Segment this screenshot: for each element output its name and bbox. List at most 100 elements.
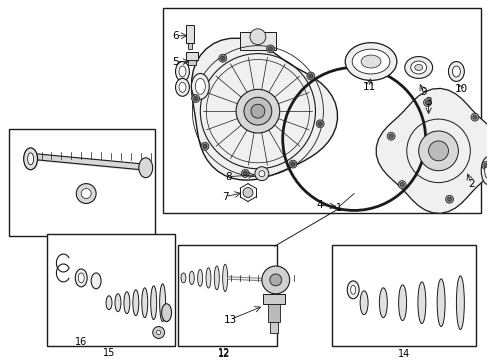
Ellipse shape [404, 57, 432, 78]
Circle shape [152, 327, 164, 338]
Ellipse shape [398, 285, 406, 321]
Circle shape [268, 47, 272, 51]
Ellipse shape [360, 55, 380, 68]
Circle shape [316, 120, 324, 128]
Ellipse shape [351, 49, 389, 74]
Ellipse shape [75, 269, 87, 287]
Ellipse shape [359, 291, 367, 315]
Text: 9: 9 [420, 87, 426, 97]
Ellipse shape [346, 281, 358, 299]
Circle shape [445, 195, 452, 203]
Ellipse shape [484, 163, 488, 179]
Ellipse shape [23, 148, 38, 170]
Ellipse shape [447, 62, 464, 81]
Bar [177, 245, 276, 346]
Circle shape [81, 189, 91, 198]
Bar [163, 8, 480, 213]
Ellipse shape [205, 268, 210, 288]
Bar [332, 245, 475, 346]
Ellipse shape [195, 78, 205, 94]
Text: 12: 12 [218, 348, 230, 358]
Circle shape [425, 100, 428, 104]
Circle shape [388, 134, 392, 138]
Ellipse shape [106, 296, 112, 310]
Circle shape [399, 183, 403, 186]
Text: 2: 2 [467, 179, 474, 189]
Text: 6: 6 [172, 31, 179, 41]
Circle shape [447, 197, 450, 201]
Ellipse shape [115, 294, 121, 312]
Circle shape [288, 160, 296, 168]
Text: 15: 15 [102, 348, 115, 358]
Circle shape [472, 115, 476, 119]
Bar [186, 25, 194, 43]
Ellipse shape [189, 271, 194, 285]
Text: 10: 10 [454, 84, 467, 94]
Circle shape [428, 141, 447, 161]
Ellipse shape [379, 288, 386, 318]
Ellipse shape [197, 270, 202, 286]
Circle shape [290, 162, 294, 166]
Circle shape [156, 330, 160, 334]
Ellipse shape [455, 276, 464, 329]
Text: 5: 5 [172, 57, 179, 67]
Ellipse shape [78, 273, 84, 283]
Circle shape [418, 131, 457, 171]
Circle shape [221, 56, 224, 60]
Ellipse shape [414, 64, 422, 71]
Circle shape [193, 96, 197, 100]
Ellipse shape [222, 264, 227, 292]
Circle shape [386, 132, 394, 140]
Ellipse shape [451, 66, 459, 77]
Ellipse shape [179, 82, 185, 92]
Circle shape [397, 181, 405, 189]
Circle shape [308, 74, 312, 78]
Bar [9, 129, 154, 236]
Circle shape [219, 54, 226, 62]
Circle shape [269, 274, 281, 286]
Bar [240, 32, 275, 50]
Bar [269, 321, 277, 333]
Ellipse shape [123, 292, 130, 314]
Circle shape [481, 162, 488, 170]
Circle shape [243, 171, 247, 175]
Ellipse shape [214, 266, 219, 290]
Circle shape [236, 89, 279, 133]
Text: 1: 1 [336, 203, 342, 213]
Text: 3: 3 [425, 97, 431, 107]
Text: 16: 16 [75, 337, 87, 347]
Ellipse shape [350, 285, 355, 294]
Circle shape [244, 97, 271, 125]
Ellipse shape [480, 157, 488, 185]
Ellipse shape [28, 153, 34, 165]
Ellipse shape [175, 78, 189, 96]
Circle shape [483, 163, 487, 167]
Circle shape [306, 72, 314, 80]
Text: 13: 13 [223, 315, 236, 325]
Ellipse shape [436, 279, 444, 327]
Ellipse shape [181, 273, 185, 283]
Circle shape [201, 142, 208, 150]
Text: 8: 8 [224, 172, 231, 182]
Text: 4: 4 [315, 201, 322, 211]
Ellipse shape [139, 158, 152, 178]
Circle shape [250, 104, 264, 118]
Ellipse shape [179, 66, 185, 77]
Circle shape [76, 184, 96, 203]
Circle shape [191, 95, 199, 103]
Bar [263, 294, 284, 304]
Text: 14: 14 [397, 349, 409, 359]
Ellipse shape [162, 304, 171, 321]
Circle shape [318, 122, 322, 126]
Circle shape [249, 29, 265, 45]
Text: 11: 11 [362, 82, 375, 93]
Text: 12: 12 [218, 349, 230, 359]
Circle shape [254, 167, 268, 181]
Circle shape [203, 144, 206, 148]
Ellipse shape [159, 284, 165, 321]
Ellipse shape [410, 61, 426, 74]
Bar [47, 234, 174, 346]
Ellipse shape [345, 43, 396, 80]
Ellipse shape [175, 62, 189, 81]
Ellipse shape [191, 73, 209, 99]
